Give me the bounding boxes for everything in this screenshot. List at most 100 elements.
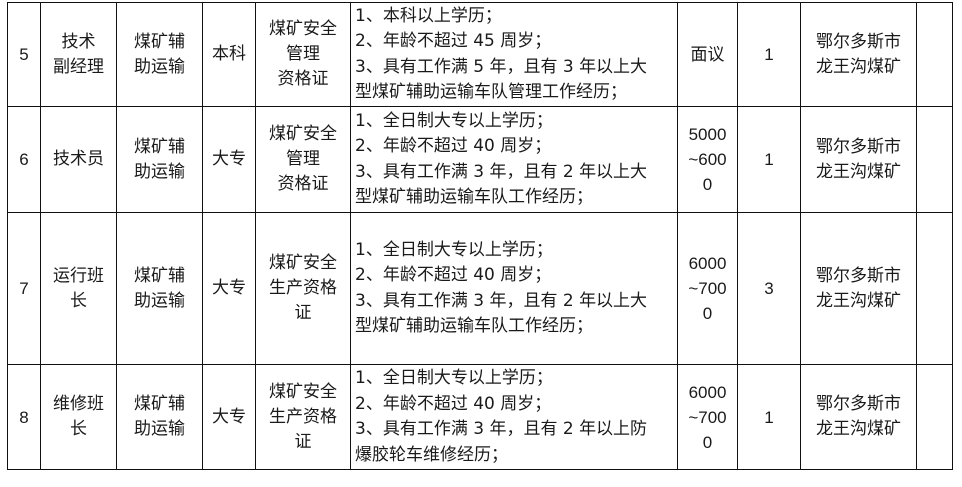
requirements: 1、全日制大专以上学历； 2、年龄不超过 40 周岁； 3、具有工作满 3 年，且有… (350, 364, 678, 470)
requirements-line: 2、年龄不超过 40 周岁； (355, 136, 552, 156)
remark (916, 364, 953, 470)
certificate: 煤矿安全 管理 资格证 (255, 2, 351, 107)
certificate-line: 生产资格 (269, 278, 337, 298)
row-number: 7 (7, 212, 41, 365)
work-location-line: 鄂尔多斯市 (816, 265, 901, 286)
position-name: 技术 副经理 (40, 2, 117, 107)
work-location-line: 鄂尔多斯市 (816, 394, 901, 414)
certificate-line: 管理 (286, 149, 320, 169)
education: 大专 (202, 212, 256, 365)
salary-line: 5000 (688, 125, 727, 144)
requirements: 1、本科以上学历； 2、年龄不超过 45 周岁； 3、具有工作满 5 年，且有 3 … (350, 2, 678, 107)
requirements-line: 1、全日制大专以上学历； (355, 368, 553, 388)
requirements: 1、全日制大专以上学历； 2、年龄不超过 40 周岁； 3、具有工作满 3 年，且有… (350, 106, 678, 213)
work-location-line: 龙王沟煤矿 (816, 56, 901, 77)
requirements: 1、全日制大专以上学历； 2、年龄不超过 40 周岁； 3、具有工作满 3 年，且有… (350, 212, 678, 365)
work-location: 鄂尔多斯市龙王沟煤矿 (800, 212, 917, 365)
job-type: 煤矿辅 助运输 (116, 212, 203, 365)
headcount: 1 (737, 2, 801, 107)
position-name-line: 副经理 (53, 56, 104, 77)
work-location-line: 鄂尔多斯市 (816, 136, 901, 157)
requirements-line: 3、具有工作满 3 年，且有 2 年以上防 (355, 419, 648, 439)
certificate: 煤矿安全 生产资格证 (255, 364, 351, 470)
requirements-line: 2、年龄不超过 45 周岁； (355, 31, 552, 51)
position-name-line: 运行班 (53, 265, 104, 286)
table-row: 5 技术 副经理 煤矿辅 助运输 本科 煤矿安全 管理 资格证 1、本科以上学历； 2、年龄不超过 … (7, 2, 953, 107)
work-location-line: 龙王沟煤矿 (816, 419, 901, 439)
certificate-line: 资格证 (277, 174, 329, 194)
job-type: 煤矿辅 助运输 (116, 2, 203, 107)
row-number: 8 (7, 364, 41, 470)
remark (916, 106, 953, 213)
headcount: 3 (737, 212, 801, 365)
certificate-line: 证 (294, 431, 312, 452)
salary-line: ~700 (688, 279, 727, 298)
requirements-line: 1、全日制大专以上学历； (355, 110, 553, 131)
row-number: 6 (7, 106, 41, 213)
work-location-line: 龙王沟煤矿 (816, 290, 901, 311)
job-type-line: 助运输 (134, 56, 185, 77)
certificate-line: 煤矿安全 (269, 19, 337, 39)
requirements-line: 型煤矿辅助运输车队工作经历； (355, 316, 593, 336)
work-location: 鄂尔多斯市龙王沟煤矿 (800, 364, 917, 470)
job-type-line: 煤矿辅 (134, 31, 185, 52)
position-name: 运行班长 (40, 212, 117, 365)
requirements-line: 3、具有工作满 5 年，且有 3 年以上大 (355, 56, 648, 77)
education: 大专 (202, 364, 256, 470)
position-name-line: 长 (70, 290, 87, 311)
table-row: 7 运行班长煤矿辅 助运输 大专 煤矿安全 生产资格证 1、全日制大专以上学历； 2、年龄不超… (7, 212, 953, 365)
certificate-line: 煤矿安全 (269, 381, 337, 402)
certificate-line: 证 (294, 303, 312, 323)
work-location: 鄂尔多斯市龙王沟煤矿 (800, 106, 917, 213)
job-type-line: 煤矿辅 (134, 136, 185, 157)
education: 大专 (202, 106, 256, 213)
requirements-line: 1、本科以上学历； (355, 5, 502, 26)
certificate-line: 生产资格 (269, 406, 337, 427)
education: 本科 (202, 2, 256, 107)
job-type-line: 煤矿辅 (134, 265, 185, 286)
certificate-line: 管理 (286, 44, 320, 64)
salary: 6000 ~700 0 (677, 212, 738, 365)
certificate-line: 煤矿安全 (269, 253, 337, 273)
requirements-line: 型煤矿辅助运输车队管理工作经历； (355, 82, 627, 102)
table-row: 6 技术员 煤矿辅 助运输 大专 煤矿安全 管理 资格证 1、全日制大专以上学历； 2、年龄不超过… (7, 106, 953, 213)
position-name: 技术员 (40, 106, 117, 213)
table-row: 8 维修班长煤矿辅 助运输 大专 煤矿安全 生产资格证 1、全日制大专以上学历； 2、年龄不超… (7, 364, 953, 470)
salary-line: ~600 (688, 150, 727, 169)
position-name-line: 长 (70, 419, 87, 439)
position-name-line: 维修班 (53, 394, 104, 414)
salary: 面议 (677, 2, 738, 107)
salary-line: 0 (702, 432, 713, 452)
job-type-line: 助运输 (134, 161, 185, 182)
work-location-line: 鄂尔多斯市 (816, 31, 901, 52)
salary-line: 面议 (690, 45, 725, 64)
certificate: 煤矿安全 管理 资格证 (255, 106, 351, 213)
job-type: 煤矿辅 助运输 (116, 364, 203, 470)
requirements-line: 2、年龄不超过 40 周岁； (355, 393, 552, 414)
salary-line: 0 (702, 304, 713, 323)
requirements-line: 3、具有工作满 3 年，且有 2 年以上大 (355, 161, 648, 182)
headcount: 1 (737, 364, 801, 470)
remark (916, 212, 953, 365)
requirements-line: 1、全日制大专以上学历； (355, 239, 553, 260)
position-name-line: 技术 (61, 31, 96, 52)
salary-line: 6000 (688, 254, 727, 273)
job-type-line: 煤矿辅 (134, 394, 185, 414)
requirements-line: 2、年龄不超过 40 周岁； (355, 265, 552, 285)
job-type-line: 助运输 (134, 419, 185, 439)
requirements-line: 型煤矿辅助运输车队工作经历； (355, 187, 593, 207)
headcount: 1 (737, 106, 801, 213)
salary-line: ~700 (688, 407, 727, 427)
job-type: 煤矿辅 助运输 (116, 106, 203, 213)
requirements-line: 爆胶轮车维修经历； (355, 444, 508, 465)
work-location: 鄂尔多斯市龙王沟煤矿 (800, 2, 917, 107)
salary-line: 6000 (688, 382, 727, 402)
position-name-line: 技术员 (53, 149, 104, 169)
work-location-line: 龙王沟煤矿 (816, 161, 901, 182)
remark (916, 2, 953, 107)
salary: 5000 ~600 0 (677, 106, 738, 213)
salary-line: 0 (702, 175, 713, 194)
job-table: 5 技术 副经理 煤矿辅 助运输 本科 煤矿安全 管理 资格证 1、本科以上学历； 2、年龄不超过 … (7, 2, 953, 470)
position-name: 维修班长 (40, 364, 117, 470)
job-type-line: 助运输 (134, 290, 185, 311)
